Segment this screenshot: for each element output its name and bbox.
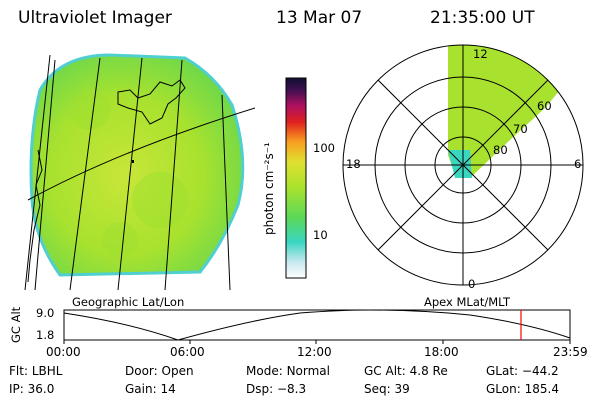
mlt-label-0: 0 xyxy=(468,277,476,291)
info-flt: Flt: LBHL xyxy=(9,364,63,378)
info-gc-alt: GC Alt: 4.8 Re xyxy=(364,364,448,378)
longitude-lines xyxy=(24,54,231,291)
altitude-frame xyxy=(63,309,571,341)
colorbar xyxy=(285,77,307,279)
info-glon: GLon: 185.4 xyxy=(486,382,559,396)
time-tick-1800: 18:00 xyxy=(424,345,459,359)
info-ip: IP: 36.0 xyxy=(9,382,55,396)
info-seq: Seq: 39 xyxy=(364,382,410,396)
mlt-label-6: 6 xyxy=(574,157,582,171)
info-glat: GLat: −44.2 xyxy=(486,364,559,378)
geographic-caption: Geographic Lat/Lon xyxy=(72,295,185,309)
geographic-image xyxy=(24,53,256,291)
image-time: 21:35:00 UT xyxy=(430,8,535,28)
info-dsp: Dsp: −8.3 xyxy=(246,382,307,396)
image-date: 13 Mar 07 xyxy=(276,8,363,28)
mlat-label-70: 70 xyxy=(513,122,528,136)
apex-caption: Apex MLat/MLT xyxy=(424,295,511,309)
time-tick-1200: 12:00 xyxy=(297,345,332,359)
coastline xyxy=(117,79,186,125)
imager-title: Ultraviolet Imager xyxy=(18,8,172,28)
altitude-ymin: 1.8 xyxy=(36,328,55,342)
time-tick-2359: 23:59 xyxy=(553,345,588,359)
coastline-west xyxy=(27,149,43,283)
time-tick-0000: 00:00 xyxy=(46,345,81,359)
info-door: Door: Open xyxy=(125,364,194,378)
mlat-label-80: 80 xyxy=(493,143,508,157)
coverage-cyan-edge xyxy=(448,150,472,178)
polar-plot xyxy=(342,44,584,286)
auroral-coverage xyxy=(448,45,560,178)
colorbar-tick-100: 100 xyxy=(313,141,335,155)
altitude-ymax: 9.0 xyxy=(36,306,55,320)
info-gain: Gain: 14 xyxy=(125,382,176,396)
colorbar-tick-10: 10 xyxy=(313,228,328,242)
info-mode: Mode: Normal xyxy=(246,364,330,378)
mlt-label-12: 12 xyxy=(473,47,488,61)
time-tick-0600: 06:00 xyxy=(170,345,205,359)
mlt-label-18: 18 xyxy=(346,157,361,171)
latitude-line xyxy=(27,107,256,201)
altitude-curve xyxy=(63,309,571,341)
mlat-label-60: 60 xyxy=(537,99,552,113)
